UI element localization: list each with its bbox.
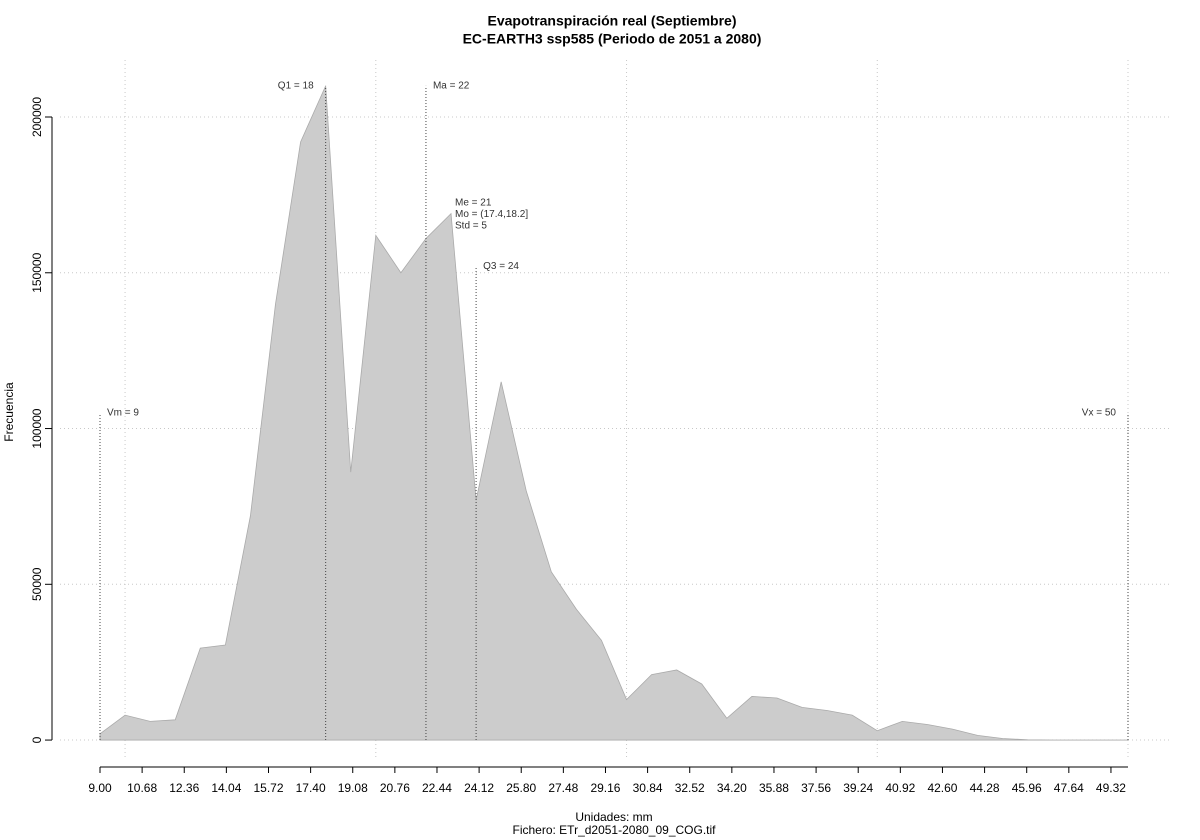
x-tick-label: 24.12 [464, 781, 494, 795]
y-tick-label: 200000 [30, 97, 44, 137]
marker-label: Ma = 22 [433, 80, 470, 91]
stat-label: Mo = (17.4,18.2] [455, 209, 528, 220]
marker-label: Vx = 50 [1082, 408, 1117, 419]
y-tick-label: 150000 [30, 252, 44, 292]
x-tick-label: 34.20 [717, 781, 747, 795]
x-tick-label: 30.84 [633, 781, 663, 795]
marker-label: Q1 = 18 [278, 80, 314, 91]
x-tick-label: 29.16 [590, 781, 620, 795]
x-axis-label: Unidades: mm [575, 810, 652, 824]
caption: Fichero: ETr_d2051-2080_09_COG.tif [513, 823, 717, 837]
x-tick-label: 47.64 [1054, 781, 1084, 795]
x-tick-label: 45.96 [1012, 781, 1042, 795]
chart-title: Evapotranspiración real (Septiembre) [488, 13, 737, 29]
x-tick-label: 10.68 [127, 781, 157, 795]
x-tick-label: 49.32 [1096, 781, 1126, 795]
x-tick-label: 42.60 [927, 781, 957, 795]
stat-label: Me = 21 [455, 198, 492, 209]
marker-label: Q3 = 24 [483, 261, 519, 272]
x-tick-label: 35.88 [759, 781, 789, 795]
y-tick-label: 0 [30, 736, 44, 743]
x-tick-label: 20.76 [380, 781, 410, 795]
stat-label: Std = 5 [455, 221, 487, 232]
x-tick-label: 17.40 [296, 781, 326, 795]
x-tick-label: 12.36 [169, 781, 199, 795]
x-tick-label: 37.56 [801, 781, 831, 795]
y-tick-label: 50000 [30, 567, 44, 601]
chart-subtitle: EC-EARTH3 ssp585 (Periodo de 2051 a 2080… [463, 31, 762, 47]
x-tick-label: 9.00 [88, 781, 112, 795]
y-tick-label: 100000 [30, 408, 44, 448]
x-tick-label: 32.52 [675, 781, 705, 795]
x-tick-label: 15.72 [253, 781, 283, 795]
marker-label: Vm = 9 [107, 408, 139, 419]
x-tick-label: 44.28 [970, 781, 1000, 795]
area [99, 85, 1128, 741]
x-tick-label: 25.80 [506, 781, 536, 795]
x-tick-label: 22.44 [422, 781, 452, 795]
x-tick-label: 39.24 [843, 781, 873, 795]
x-tick-label: 27.48 [548, 781, 578, 795]
x-tick-label: 14.04 [211, 781, 241, 795]
x-tick-label: 19.08 [338, 781, 368, 795]
y-axis-label: Frecuencia [2, 382, 16, 442]
x-tick-label: 40.92 [885, 781, 915, 795]
